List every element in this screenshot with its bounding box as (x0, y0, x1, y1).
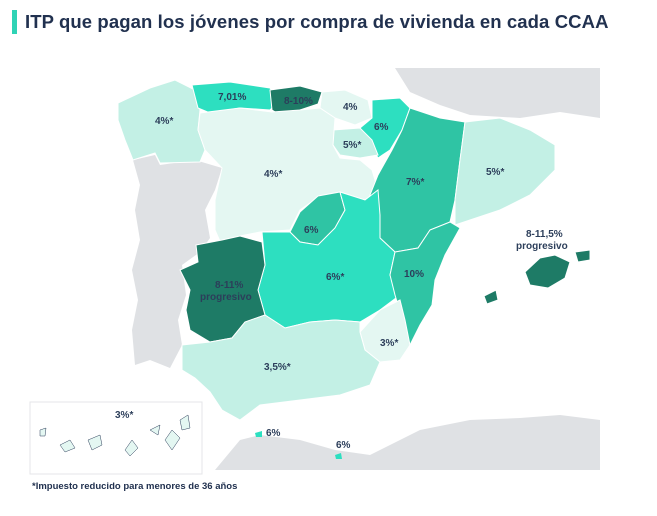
label-extremadura-value: 8-11% (215, 280, 243, 291)
region-galicia[interactable] (117, 79, 206, 164)
france-land (395, 68, 600, 118)
label-castilla-leon: 4%* (264, 169, 282, 180)
footnote: *Impuesto reducido para menores de 36 añ… (32, 481, 238, 492)
label-canarias: 3%* (115, 410, 133, 421)
label-asturias: 7,01% (218, 92, 246, 103)
label-pais-vasco: 4% (343, 102, 358, 113)
label-navarra: 6% (374, 122, 389, 133)
region-melilla[interactable] (335, 453, 342, 459)
label-baleares-value: 8-11,5% (526, 229, 563, 240)
label-castilla-la-mancha: 6%* (326, 272, 344, 283)
portugal-land (132, 155, 222, 368)
label-ceuta: 6% (266, 428, 281, 439)
label-galicia: 4%* (155, 116, 173, 127)
label-baleares-note: progresivo (516, 241, 568, 252)
label-aragon: 7%* (406, 177, 424, 188)
title-accent-bar (12, 10, 17, 34)
region-ceuta[interactable] (255, 431, 262, 437)
label-valencia: 10% (404, 269, 424, 280)
label-extremadura-note: progresivo (200, 292, 252, 303)
label-murcia: 3%* (380, 338, 398, 349)
title-bar: ITP que pagan los jóvenes por compra de … (12, 9, 609, 35)
label-cataluna: 5%* (486, 167, 504, 178)
region-baleares-ibiza[interactable] (483, 289, 499, 305)
africa-land (215, 415, 600, 470)
page-title: ITP que pagan los jóvenes por compra de … (25, 11, 609, 32)
region-cantabria[interactable] (269, 85, 323, 119)
region-canarias[interactable] (39, 414, 191, 457)
label-madrid: 6% (304, 225, 319, 236)
label-cantabria: 8-10% (284, 96, 313, 107)
label-la-rioja: 5%* (343, 140, 361, 151)
region-asturias[interactable] (191, 81, 281, 114)
region-andalucia[interactable] (181, 314, 381, 421)
region-baleares-mallorca[interactable] (524, 254, 571, 289)
region-baleares-menorca[interactable] (574, 249, 591, 263)
label-andalucia: 3,5%* (264, 362, 291, 373)
label-melilla: 6% (336, 440, 351, 451)
region-cataluna[interactable] (454, 117, 556, 226)
